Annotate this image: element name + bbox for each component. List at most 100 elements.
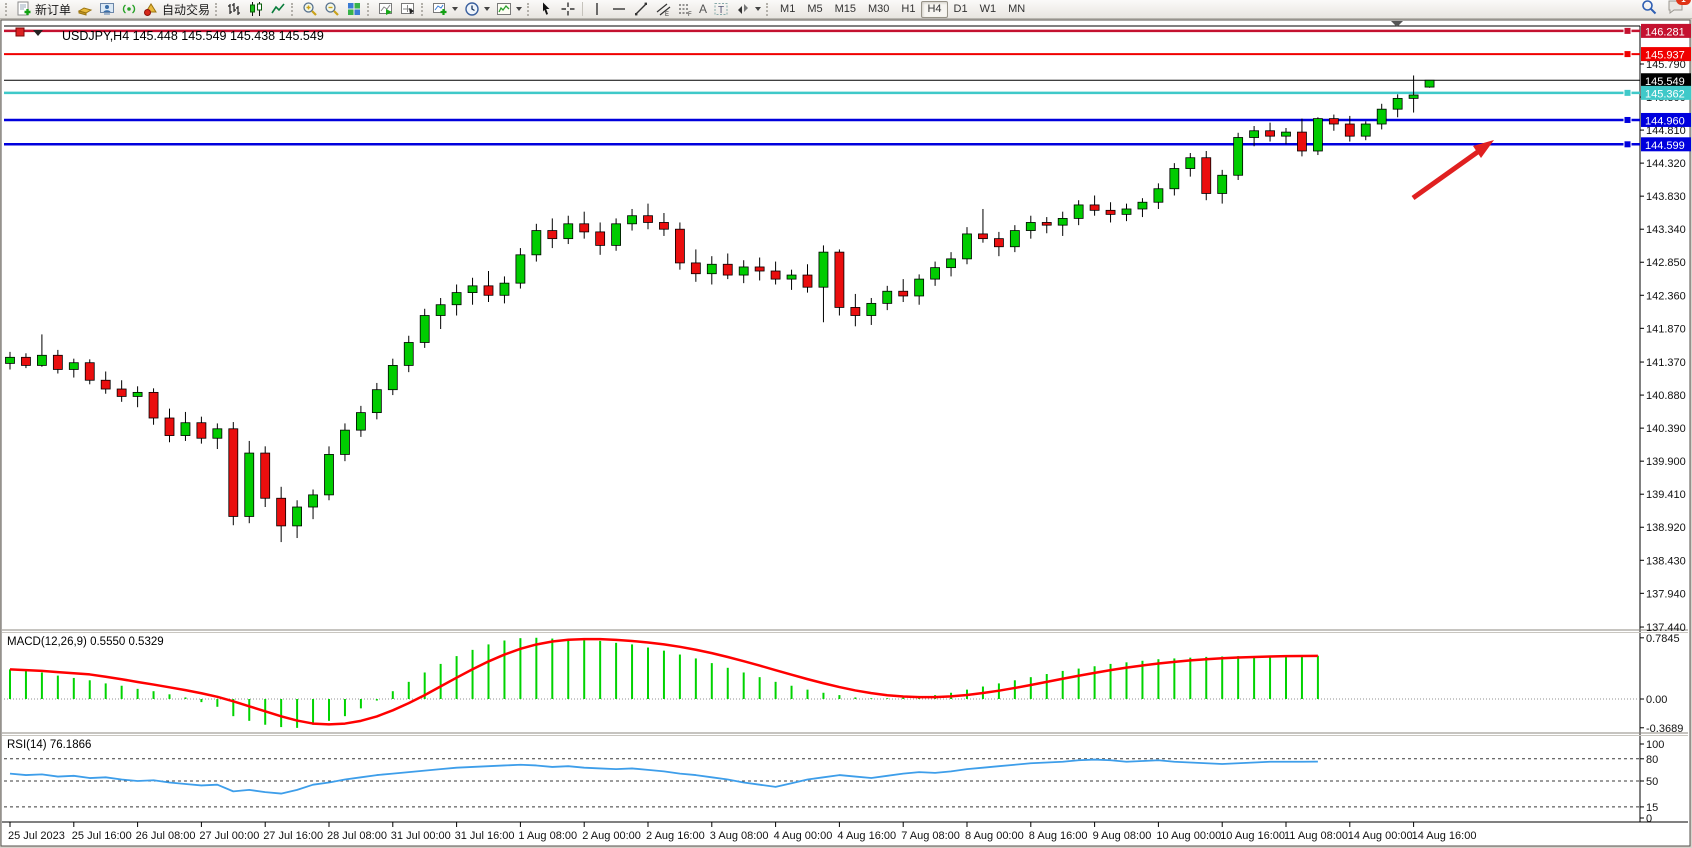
toolbar-grip bbox=[215, 2, 219, 16]
candlestick-icon bbox=[248, 1, 264, 17]
candle-body bbox=[324, 454, 334, 496]
price-tick-label: 142.850 bbox=[1646, 257, 1686, 269]
periods-button[interactable] bbox=[461, 0, 493, 19]
candle-body bbox=[818, 251, 829, 288]
candle-body bbox=[1009, 230, 1020, 248]
signals-button[interactable] bbox=[118, 0, 140, 19]
notifications-button[interactable]: 1 bbox=[1667, 0, 1691, 19]
price-badge-label: 144.599 bbox=[1645, 140, 1685, 152]
time-axis-label: 26 Jul 08:00 bbox=[136, 830, 196, 842]
line-anchor-handle[interactable] bbox=[15, 27, 25, 37]
horizontal-line-tool-button[interactable] bbox=[608, 0, 630, 19]
candlestick-mode-button[interactable] bbox=[245, 0, 267, 19]
tf-button-M15[interactable]: M15 bbox=[834, 3, 857, 15]
new-order-button[interactable]: 新订单 bbox=[13, 0, 74, 19]
text-tool-button[interactable]: A bbox=[696, 0, 710, 19]
candle-body bbox=[866, 302, 877, 316]
vertical-line-tool-button[interactable] bbox=[586, 0, 608, 19]
price-badge bbox=[1641, 73, 1691, 88]
candle-body bbox=[100, 379, 111, 390]
trendline-tool-button[interactable] bbox=[630, 0, 652, 19]
candle-body bbox=[1360, 123, 1371, 137]
red-arrow-line[interactable] bbox=[1411, 148, 1481, 201]
tf-button-H4[interactable]: H4 bbox=[921, 0, 948, 18]
tf-button-M1[interactable]: M1 bbox=[780, 3, 796, 15]
candle-body bbox=[834, 251, 845, 308]
time-axis-label: 31 Jul 16:00 bbox=[455, 830, 515, 842]
title-dropdown-icon[interactable] bbox=[33, 30, 43, 36]
text-label-tool-button[interactable]: T bbox=[710, 0, 732, 19]
candle-body bbox=[1089, 204, 1100, 211]
macd-scale-label: 0.00 bbox=[1646, 694, 1667, 706]
market-watch-button[interactable] bbox=[74, 0, 96, 19]
zoom-in-button[interactable] bbox=[299, 0, 321, 19]
candle-body bbox=[1105, 209, 1116, 215]
tile-windows-button[interactable] bbox=[343, 0, 365, 19]
hline-handle[interactable] bbox=[1623, 50, 1632, 59]
time-axis-label: 10 Aug 00:00 bbox=[1156, 830, 1221, 842]
price-badge-label: 144.960 bbox=[1645, 115, 1685, 127]
tf-button-H1[interactable]: H1 bbox=[901, 3, 916, 15]
horizontal-line-icon bbox=[611, 1, 627, 17]
time-axis-label: 25 Jul 16:00 bbox=[72, 830, 132, 842]
price-badge bbox=[1641, 85, 1691, 100]
dropdown-caret bbox=[516, 7, 523, 11]
toolbar-grip bbox=[367, 2, 371, 16]
autotrade-button[interactable]: 自动交易 bbox=[140, 0, 213, 19]
tf-button-M5[interactable]: M5 bbox=[807, 3, 823, 15]
tf-button-W1[interactable]: W1 bbox=[979, 3, 997, 15]
arrow-annotation[interactable] bbox=[1411, 140, 1494, 201]
candle-body bbox=[132, 391, 143, 397]
cursor-icon bbox=[538, 1, 554, 17]
candle-body bbox=[1185, 157, 1196, 169]
bar-chart-mode-button[interactable] bbox=[223, 0, 245, 19]
candle-body bbox=[675, 228, 685, 264]
price-badge-label: 145.937 bbox=[1645, 50, 1685, 62]
candle-body bbox=[340, 429, 350, 455]
hline-handle[interactable] bbox=[1623, 26, 1632, 35]
crosshair-tool-button[interactable] bbox=[557, 0, 579, 19]
candle-body bbox=[451, 292, 462, 306]
hline-handle[interactable] bbox=[1623, 115, 1632, 124]
strategy-tester-button[interactable] bbox=[375, 0, 397, 19]
candle-body bbox=[1328, 118, 1339, 125]
price-badge bbox=[1641, 47, 1691, 62]
notification-badge: 1 bbox=[1676, 0, 1691, 5]
new-order-icon bbox=[16, 1, 32, 17]
line-chart-mode-button[interactable] bbox=[267, 0, 289, 19]
zoom-out-button[interactable] bbox=[321, 0, 343, 19]
price-and-time-axis: 145.790145.300144.810144.320143.830143.3… bbox=[8, 23, 1691, 842]
signal-icon bbox=[121, 1, 137, 17]
arrows-tool-button[interactable] bbox=[732, 0, 764, 19]
time-axis-label: 27 Jul 16:00 bbox=[263, 830, 323, 842]
svg-text:F: F bbox=[688, 12, 692, 17]
hline-handle[interactable] bbox=[1623, 88, 1632, 97]
candle-body bbox=[850, 307, 861, 316]
tf-button-M30[interactable]: M30 bbox=[868, 3, 890, 15]
candle-body bbox=[978, 233, 988, 240]
candle-body bbox=[467, 285, 478, 293]
new-order-label: 新订单 bbox=[35, 2, 72, 17]
channel-tool-button[interactable]: E bbox=[652, 0, 674, 19]
search-icon[interactable] bbox=[1641, 0, 1657, 20]
price-tick-label: 140.880 bbox=[1646, 390, 1686, 402]
hline-handle[interactable] bbox=[1623, 140, 1632, 149]
candle-body bbox=[1281, 131, 1291, 137]
indicator-list-button[interactable] bbox=[397, 0, 419, 19]
tf-button-MN[interactable]: MN bbox=[1008, 3, 1026, 15]
fibonacci-tool-button[interactable]: F bbox=[674, 0, 696, 19]
add-indicator-button[interactable] bbox=[429, 0, 461, 19]
price-badge-label: 145.549 bbox=[1645, 76, 1685, 88]
horizontal-line-objects[interactable] bbox=[4, 26, 1640, 149]
cursor-tool-button[interactable] bbox=[535, 0, 557, 19]
red-arrow-head[interactable] bbox=[1473, 140, 1494, 158]
expert-advisor-button[interactable] bbox=[96, 0, 118, 19]
chart-shift-marker[interactable] bbox=[1391, 21, 1403, 27]
tf-button-D1[interactable]: D1 bbox=[953, 3, 968, 15]
price-tick-label: 140.390 bbox=[1646, 423, 1686, 435]
candle-body bbox=[1025, 222, 1036, 231]
candle-body bbox=[1153, 188, 1164, 203]
templates-button[interactable] bbox=[493, 0, 525, 19]
